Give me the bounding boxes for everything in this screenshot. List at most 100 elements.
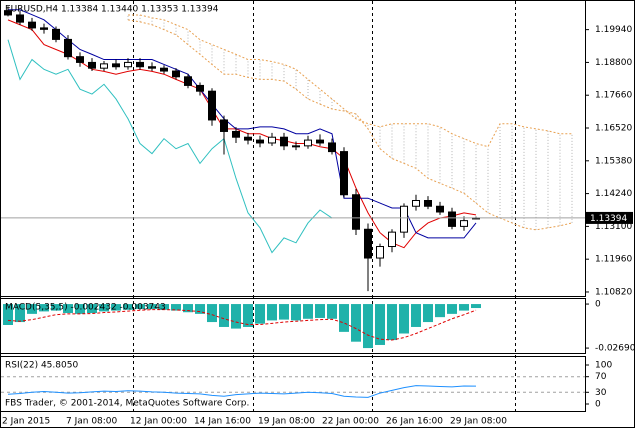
macd-bar [111,304,121,311]
candle-body [268,136,276,144]
y-tick-label: 0 [595,400,601,410]
macd-bar [39,304,49,312]
macd-bar [75,304,85,314]
period-separators [133,1,516,411]
candle-body [340,151,348,196]
candle-body [220,119,228,132]
macd-bar [51,304,61,311]
candle-body [40,27,48,30]
macd-signal [7,309,477,341]
time-label: 12 Jan 00:00 [130,417,187,427]
candle-body [232,130,240,138]
macd-bar [315,304,325,318]
macd-bar [435,304,445,318]
macd-bar [99,304,109,312]
macd-bar [339,304,349,332]
y-tick-label: 0 [595,300,601,310]
macd-bar [27,304,37,314]
macd-bar [459,304,469,311]
cloud-edge [127,19,573,231]
macd-bar [135,304,145,309]
y-tick-label: 100 [595,361,612,371]
indicator-line [8,9,477,239]
panel-title: EURUSD,H4 1.13384 1.13440 1.13353 1.1339… [5,5,219,15]
candle-body [16,14,24,23]
macd-bar [447,304,457,314]
macd-bar [255,304,265,324]
candle-body [244,136,252,141]
candle-body [436,205,444,213]
candle-body [316,139,324,144]
time-label: 26 Jan 16:00 [386,417,443,427]
candle-body [124,61,132,68]
macd-bar [291,304,301,321]
y-tick-label: 1.16520 [595,124,632,134]
macd-bar [471,304,481,309]
panel-title: RSI(22) 45.8050 [5,361,78,371]
macd-bar [399,304,409,334]
candle-body [460,220,468,227]
candle-body [136,61,144,68]
candle-body [256,139,264,144]
candle-body [160,67,168,72]
macd-bar [123,304,133,310]
y-tick-label: 1.15380 [595,156,632,166]
macd-bar [423,304,433,323]
macd-bar [207,304,217,323]
candle-body [112,63,120,68]
macd-bar [87,304,97,314]
macd-bar [279,304,289,320]
candle-body [28,21,36,29]
macd-bar [219,304,229,327]
macd-panel [0,298,586,354]
y-tick-label: 1.17660 [595,91,632,101]
candle-body [76,56,84,63]
candle-body [376,246,384,259]
y-tick-label: 30 [595,388,607,398]
last-price-label: 1.13394 [590,214,627,224]
candle-body [88,61,96,69]
macd-bar [303,304,313,319]
candle-body [184,76,192,86]
rsi-line [7,385,477,398]
macd-bar [171,304,181,311]
y-tick-label: 1.14240 [595,189,632,199]
time-label: 29 Jan 08:00 [450,417,507,427]
macd-bar [63,304,73,314]
time-label: 7 Jan 08:00 [66,417,118,427]
copyright: FBS Trader, © 2001-2014, MetaQuotes Soft… [5,399,249,409]
macd-bar [3,304,13,325]
macd-bar [387,304,397,341]
y-tick-label: 1.18800 [595,58,632,68]
macd-bar [375,304,385,345]
time-label: 2 Jan 2015 [2,417,50,427]
time-label: 22 Jan 00:00 [322,417,379,427]
candle-body [292,145,300,148]
y-tick-label: 1.11960 [595,255,632,265]
macd-bar [147,304,157,309]
candle-body [196,84,204,92]
macd-bar [363,304,373,349]
y-tick-label: 70 [595,372,607,382]
time-label: 14 Jan 16:00 [194,417,251,427]
y-tick-label: 1.10820 [595,287,632,297]
candle-body [52,28,60,40]
main-panel [0,0,586,297]
macd-bar [243,304,253,327]
macd-bar [267,304,277,321]
candle-body [328,142,336,153]
candle-body [400,205,408,233]
panel-title: MACD(5,35,5) -0.002432 -0.003743 [5,303,166,313]
y-tick-label: -0.026903 [595,344,635,354]
indicator-line [7,39,333,254]
candle-body [388,231,396,248]
macd-bar [327,304,337,319]
macd-bar [231,304,241,329]
macd-bar [351,304,361,342]
candle-body [304,139,312,147]
candle-body [412,199,420,207]
candle-body [4,10,12,16]
candle-body [64,38,72,58]
